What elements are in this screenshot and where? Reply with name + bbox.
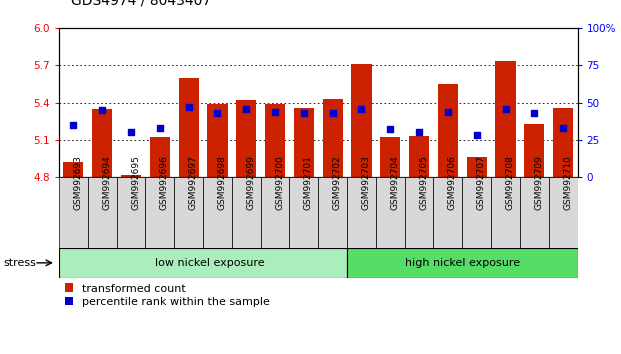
Bar xyxy=(409,136,429,177)
Bar xyxy=(438,84,458,177)
Bar xyxy=(92,109,112,177)
Text: GSM992705: GSM992705 xyxy=(419,155,428,210)
Point xyxy=(356,106,366,112)
FancyBboxPatch shape xyxy=(59,248,347,278)
Bar xyxy=(380,137,401,177)
Bar xyxy=(496,61,515,177)
FancyBboxPatch shape xyxy=(347,248,578,278)
Point xyxy=(212,110,222,116)
FancyBboxPatch shape xyxy=(117,177,145,248)
Bar xyxy=(150,137,170,177)
FancyBboxPatch shape xyxy=(520,177,549,248)
FancyBboxPatch shape xyxy=(289,177,318,248)
Text: GSM992701: GSM992701 xyxy=(304,155,313,210)
Text: GSM992702: GSM992702 xyxy=(333,155,342,210)
FancyBboxPatch shape xyxy=(261,177,289,248)
Text: GSM992696: GSM992696 xyxy=(160,155,169,210)
FancyBboxPatch shape xyxy=(203,177,232,248)
FancyBboxPatch shape xyxy=(376,177,405,248)
Point xyxy=(97,107,107,113)
Bar xyxy=(207,104,227,177)
Text: GSM992699: GSM992699 xyxy=(247,155,255,210)
Text: GSM992707: GSM992707 xyxy=(477,155,486,210)
Text: GSM992708: GSM992708 xyxy=(505,155,515,210)
Point xyxy=(299,110,309,116)
Point xyxy=(270,109,280,114)
Point xyxy=(242,106,252,112)
FancyBboxPatch shape xyxy=(405,177,433,248)
FancyBboxPatch shape xyxy=(59,177,88,248)
FancyBboxPatch shape xyxy=(318,177,347,248)
Text: GSM992694: GSM992694 xyxy=(102,155,111,210)
Bar xyxy=(179,78,199,177)
Bar xyxy=(63,162,83,177)
Point xyxy=(443,109,453,114)
FancyBboxPatch shape xyxy=(491,177,520,248)
FancyBboxPatch shape xyxy=(175,177,203,248)
FancyBboxPatch shape xyxy=(462,177,491,248)
Text: GSM992695: GSM992695 xyxy=(131,155,140,210)
Bar xyxy=(466,157,487,177)
Legend: transformed count, percentile rank within the sample: transformed count, percentile rank withi… xyxy=(65,284,270,307)
Text: GSM992710: GSM992710 xyxy=(563,155,572,210)
Bar xyxy=(322,99,343,177)
Text: GSM992709: GSM992709 xyxy=(534,155,543,210)
Text: GSM992693: GSM992693 xyxy=(73,155,83,210)
Bar xyxy=(265,104,285,177)
Point xyxy=(558,125,568,131)
Point xyxy=(501,106,510,112)
Text: high nickel exposure: high nickel exposure xyxy=(405,258,520,268)
FancyBboxPatch shape xyxy=(347,177,376,248)
Text: GSM992703: GSM992703 xyxy=(361,155,371,210)
Text: GDS4974 / 8043407: GDS4974 / 8043407 xyxy=(71,0,212,7)
FancyBboxPatch shape xyxy=(549,177,578,248)
Point xyxy=(68,122,78,128)
Bar xyxy=(553,108,573,177)
Bar xyxy=(121,175,141,177)
Point xyxy=(328,110,338,116)
Text: low nickel exposure: low nickel exposure xyxy=(155,258,265,268)
Bar xyxy=(294,108,314,177)
Point xyxy=(126,130,136,135)
Point xyxy=(184,104,194,110)
Point xyxy=(472,132,482,138)
Point xyxy=(385,127,395,132)
FancyBboxPatch shape xyxy=(145,177,175,248)
Text: stress: stress xyxy=(3,258,36,268)
Bar xyxy=(351,64,371,177)
Point xyxy=(155,125,165,131)
Text: GSM992697: GSM992697 xyxy=(189,155,197,210)
Point xyxy=(529,110,539,116)
Text: GSM992704: GSM992704 xyxy=(390,155,399,210)
FancyBboxPatch shape xyxy=(433,177,462,248)
FancyBboxPatch shape xyxy=(88,177,117,248)
Bar xyxy=(236,100,256,177)
Text: GSM992706: GSM992706 xyxy=(448,155,457,210)
Point xyxy=(414,130,424,135)
Bar xyxy=(524,124,545,177)
Text: GSM992700: GSM992700 xyxy=(275,155,284,210)
FancyBboxPatch shape xyxy=(232,177,261,248)
Text: GSM992698: GSM992698 xyxy=(217,155,227,210)
